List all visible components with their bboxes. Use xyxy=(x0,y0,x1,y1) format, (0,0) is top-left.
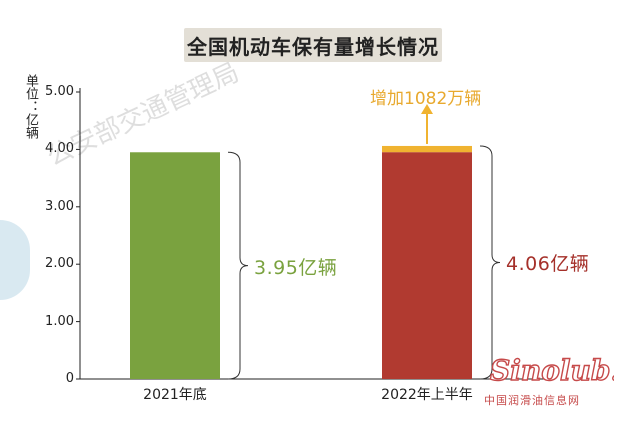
sinolub-logo: Sinolub.com xyxy=(489,353,614,387)
chart-bars xyxy=(130,104,472,379)
bracket-2022 xyxy=(479,145,501,380)
increase-arrow-head xyxy=(421,104,433,114)
y-tick-label: 0 xyxy=(65,371,74,386)
y-tick-label: 4.00 xyxy=(45,141,74,157)
svg-text:Sinolub.com: Sinolub.com xyxy=(490,354,614,387)
bar-0 xyxy=(130,152,220,379)
increase-label: 增加1082万辆 xyxy=(370,89,482,109)
y-tick-label: 5.00 xyxy=(45,84,74,99)
bracket-2021 xyxy=(227,151,249,380)
chart-title: 全国机动车保有量增长情况 xyxy=(184,28,442,62)
y-tick-label: 2.00 xyxy=(45,256,74,272)
increase-segment xyxy=(382,145,472,153)
value-label-2021: 3.95亿辆 xyxy=(254,256,338,279)
x-tick-label: 2022年上半年 xyxy=(381,387,473,403)
y-tick-label: 3.00 xyxy=(45,198,74,214)
value-label-2022: 4.06亿辆 xyxy=(506,253,590,276)
bar-1 xyxy=(382,152,472,379)
y-axis-label: 单位：亿辆 xyxy=(23,74,38,139)
x-tick-label: 2021年底 xyxy=(143,387,207,403)
y-tick-label: 1.00 xyxy=(45,313,74,329)
sinolub-subtitle: 中国润滑油信息网 xyxy=(484,394,580,407)
value-brackets xyxy=(227,145,501,380)
